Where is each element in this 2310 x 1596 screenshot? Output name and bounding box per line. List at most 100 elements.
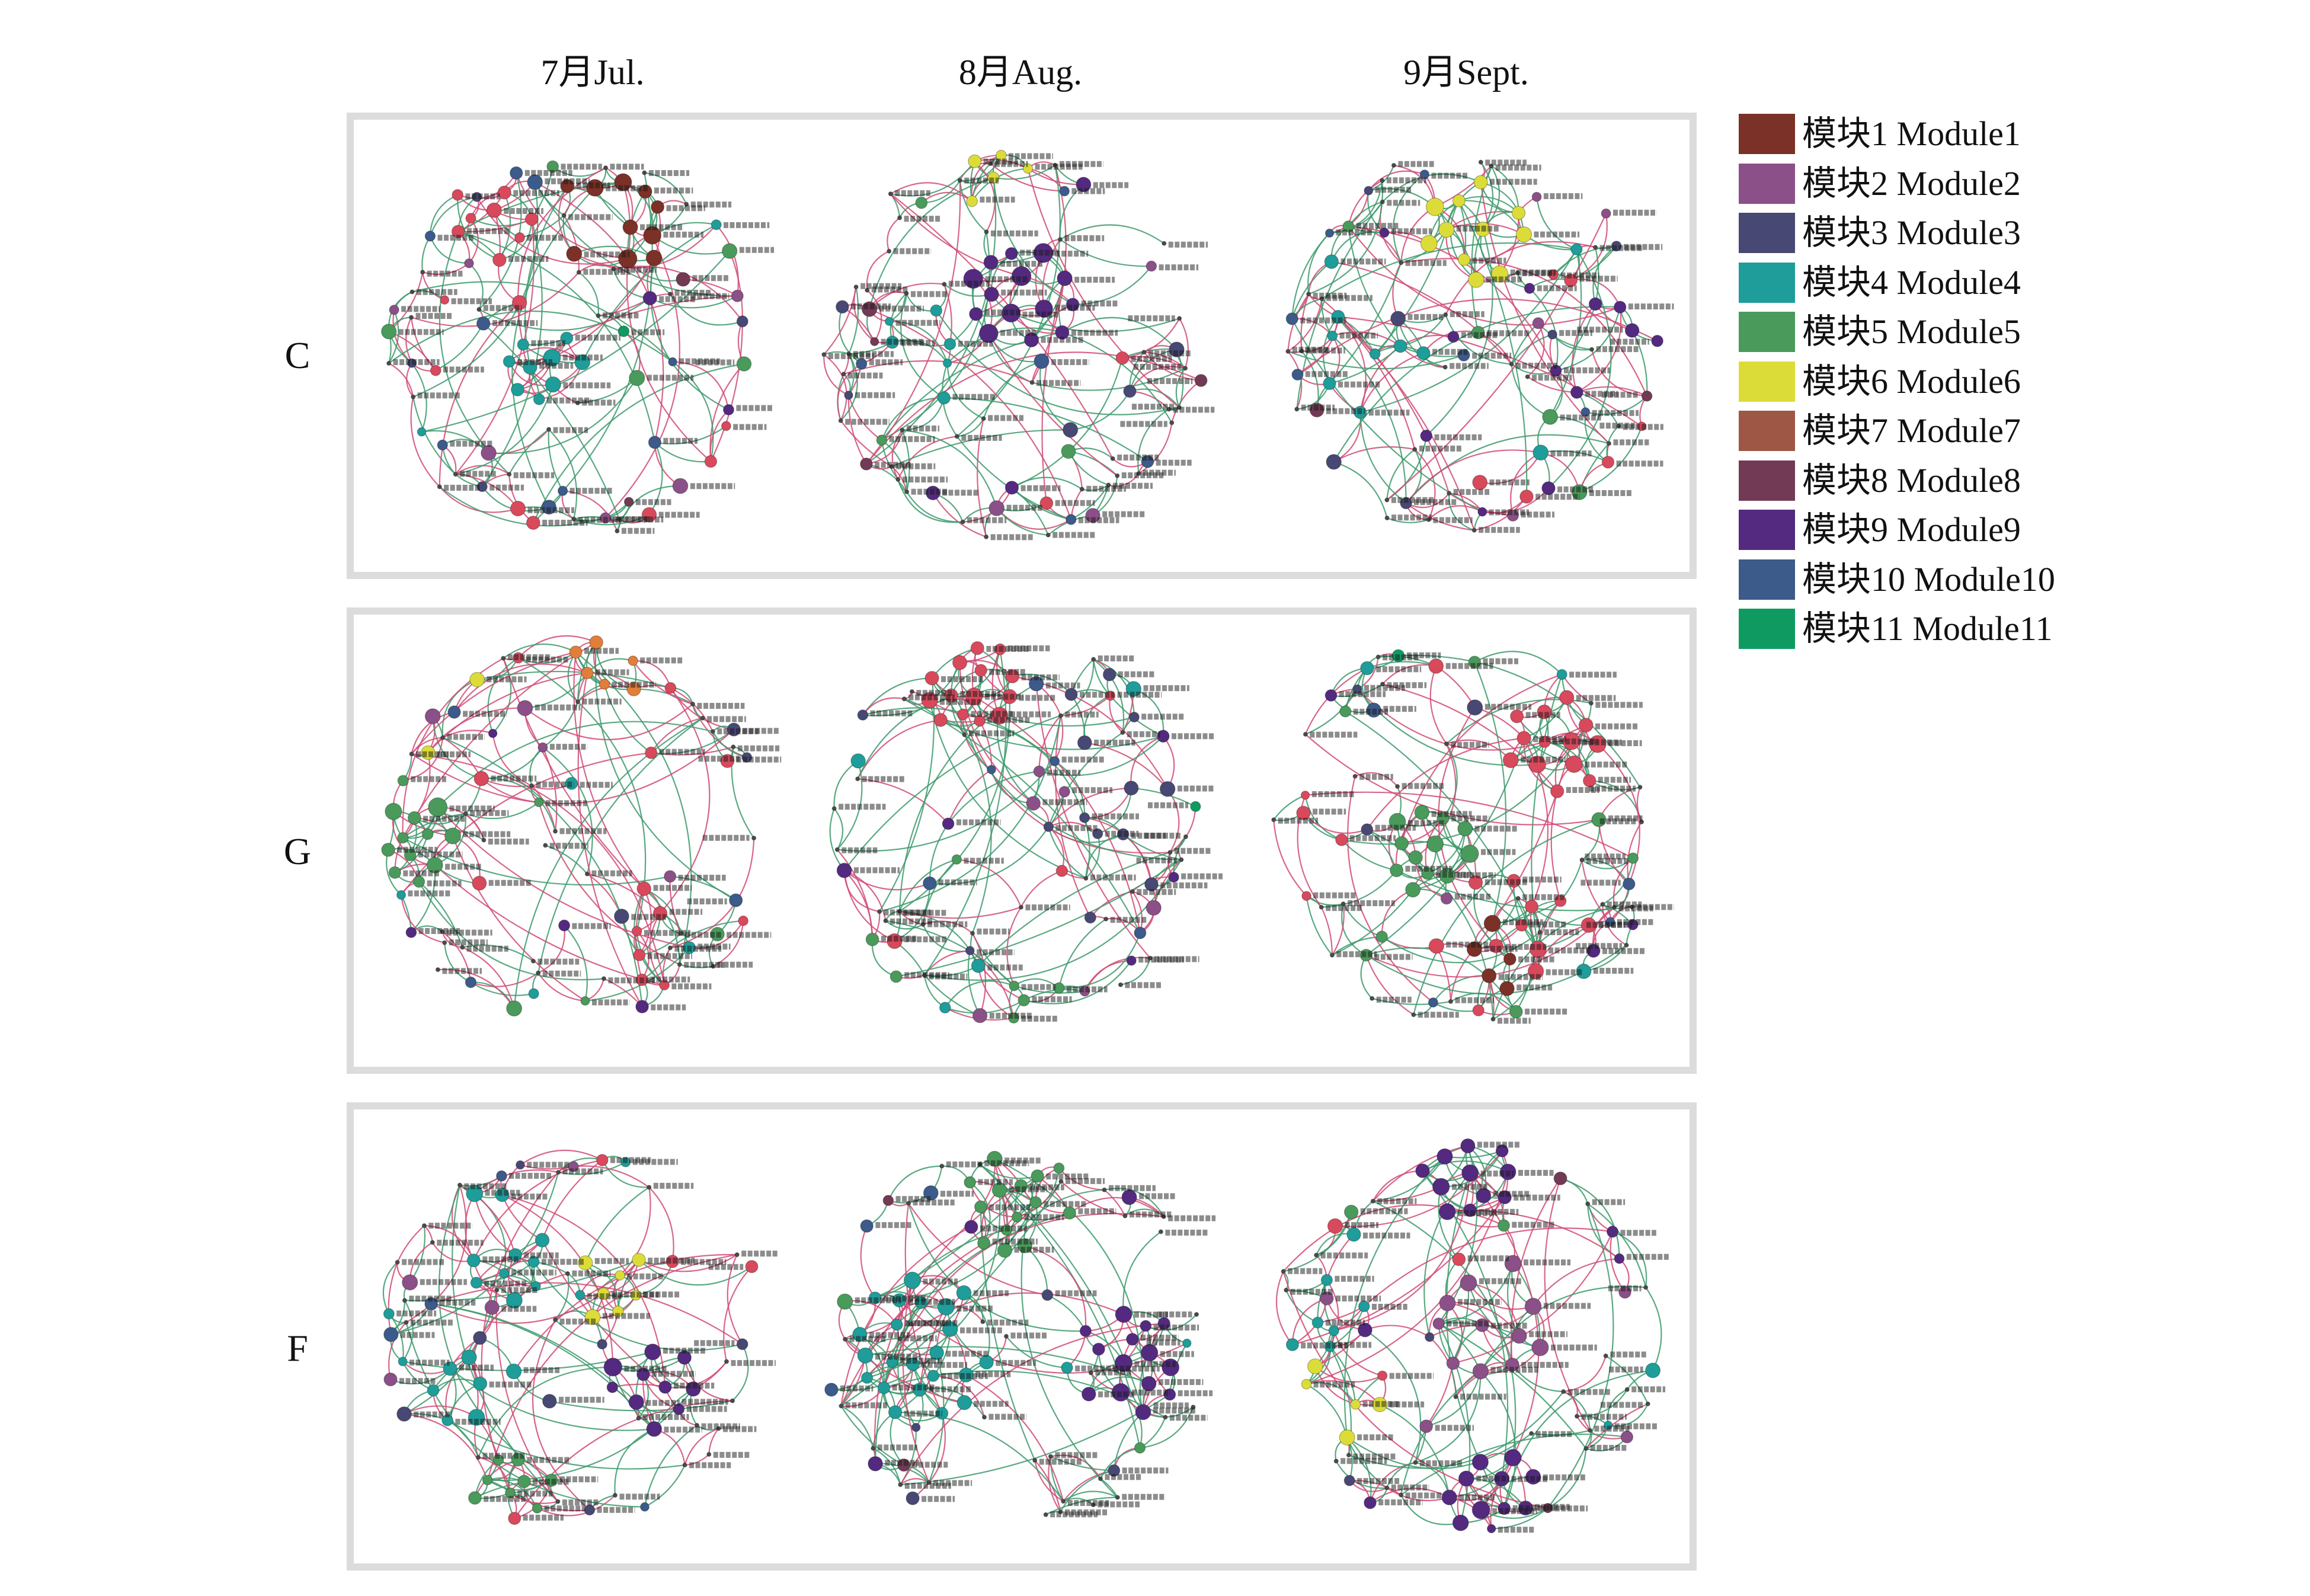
network-node: [576, 270, 581, 275]
network-node: [966, 195, 978, 207]
network-node: [417, 427, 427, 437]
network-edge: [1429, 666, 1447, 744]
network-node-labels: [1278, 652, 1674, 1024]
network-node: [427, 1384, 440, 1397]
network-edge: [919, 1387, 985, 1418]
network-node: [856, 358, 868, 370]
network-edge: [977, 965, 1015, 1019]
network-edge: [1360, 955, 1372, 999]
network-edge: [431, 1259, 639, 1324]
network-node: [636, 1415, 641, 1421]
network-node: [494, 1287, 500, 1293]
network-edge: [684, 1454, 710, 1466]
network-node: [1369, 348, 1381, 360]
network-edge: [457, 231, 655, 443]
network-node: [1444, 741, 1450, 747]
network-edge: [840, 1405, 904, 1466]
network-node: [1515, 895, 1521, 901]
network-node: [1515, 226, 1532, 243]
network-edge: [1372, 1170, 1423, 1202]
network-node: [1637, 785, 1643, 790]
network-edge: [516, 172, 628, 260]
network-node: [528, 988, 539, 999]
network-node: [1426, 835, 1444, 853]
network-edge: [532, 1319, 590, 1511]
network-node: [923, 1185, 939, 1201]
network-node: [509, 166, 523, 180]
network-node: [927, 1370, 939, 1382]
network-edge: [931, 677, 992, 934]
network-node: [1384, 497, 1390, 503]
network-node: [1146, 260, 1157, 272]
network-g-jul: [381, 635, 782, 1017]
network-edge: [732, 1344, 749, 1402]
network-edge: [465, 801, 539, 820]
network-edge: [847, 395, 867, 465]
network-node: [1532, 444, 1549, 461]
network-node: [900, 427, 905, 433]
network-edge: [1023, 960, 1132, 1005]
network-edge: [587, 873, 661, 914]
network-node: [876, 909, 882, 914]
network-node: [891, 1318, 903, 1331]
network-node: [751, 836, 757, 841]
network-node: [1183, 366, 1188, 371]
network-node: [1346, 1227, 1361, 1242]
network-node: [943, 338, 956, 350]
network-node: [589, 635, 603, 650]
network-node: [731, 744, 736, 750]
network-node: [664, 870, 677, 883]
network-node: [957, 708, 970, 721]
network-edge: [1452, 1282, 1470, 1364]
network-edge: [418, 881, 604, 981]
network-edge: [1282, 1271, 1548, 1509]
network-node: [672, 478, 689, 494]
network-node: [1588, 297, 1602, 311]
network-node: [398, 1357, 408, 1367]
network-edge: [1359, 412, 1407, 504]
legend-label: 模块5 Module5: [1802, 312, 2021, 351]
network-node: [1471, 1454, 1489, 1471]
network-node: [1323, 376, 1336, 391]
network-edge: [1532, 1258, 1620, 1307]
network-node: [1432, 1317, 1445, 1330]
network-node: [424, 708, 441, 725]
network-node: [1482, 968, 1497, 983]
network-node: [596, 313, 601, 318]
network-nodes: [1281, 1138, 1661, 1534]
network-node: [1419, 1419, 1434, 1434]
network-edge: [638, 1259, 753, 1286]
network-edge: [1364, 1227, 1613, 1307]
network-node: [546, 427, 552, 432]
network-node: [535, 1233, 550, 1248]
network-edge: [1365, 944, 1627, 995]
network-node: [1447, 331, 1460, 343]
network-node: [1082, 1387, 1096, 1402]
network-node: [1447, 491, 1452, 496]
network-node: [413, 875, 425, 888]
network-node: [444, 827, 462, 845]
network-nodes: [1271, 649, 1644, 1022]
network-edge: [1438, 1186, 1460, 1260]
network-node: [1182, 1338, 1192, 1348]
network-node: [575, 1290, 586, 1300]
network-edge: [382, 1262, 398, 1314]
network-edge: [1473, 882, 1497, 947]
network-edge: [1400, 1434, 1627, 1496]
network-edge: [924, 949, 970, 975]
legend-label: 模块9 Module9: [1802, 510, 2021, 549]
network-edge: [1089, 891, 1133, 918]
network-edges: [388, 166, 745, 532]
network-edge: [1397, 318, 1445, 368]
network-edge: [648, 442, 663, 516]
network-edge: [924, 974, 981, 1016]
network-node: [1525, 900, 1539, 914]
network-edge: [619, 1187, 651, 1276]
network-node: [974, 664, 987, 677]
network-node-labels: [396, 1157, 779, 1521]
network-edge: [435, 323, 484, 372]
network-node: [1601, 456, 1615, 469]
network-edge: [1458, 200, 1528, 497]
network-edge: [1434, 206, 1477, 280]
network-node: [565, 1271, 570, 1277]
